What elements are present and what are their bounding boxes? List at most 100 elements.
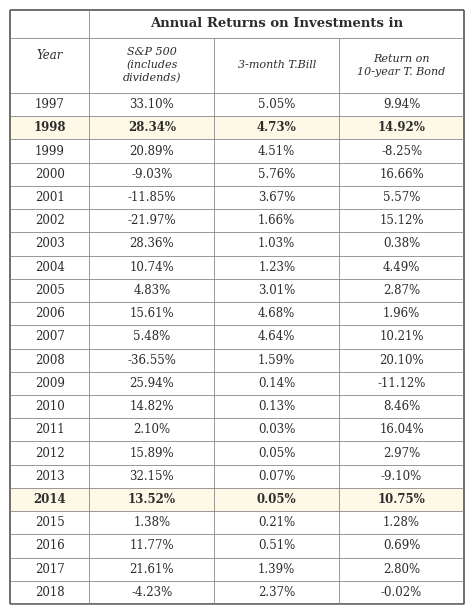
Text: 3.67%: 3.67% xyxy=(258,191,295,204)
Bar xyxy=(90,279,214,302)
Text: -9.10%: -9.10% xyxy=(381,470,422,483)
Bar xyxy=(214,302,339,325)
Text: -8.25%: -8.25% xyxy=(381,144,422,158)
Text: 2017: 2017 xyxy=(35,562,64,576)
Bar xyxy=(339,255,464,279)
Bar xyxy=(214,558,339,581)
Text: 2.10%: 2.10% xyxy=(133,423,171,437)
Text: 0.51%: 0.51% xyxy=(258,540,295,553)
Bar xyxy=(90,255,214,279)
Bar xyxy=(339,371,464,395)
Bar xyxy=(10,371,90,395)
Text: 14.92%: 14.92% xyxy=(378,122,426,134)
Bar xyxy=(214,511,339,534)
Text: 4.68%: 4.68% xyxy=(258,307,295,320)
Bar xyxy=(214,349,339,371)
Bar xyxy=(339,38,464,93)
Text: 1999: 1999 xyxy=(35,144,64,158)
Bar xyxy=(10,302,90,325)
Text: Year: Year xyxy=(36,49,63,62)
Bar xyxy=(339,186,464,209)
Bar xyxy=(339,232,464,255)
Text: 4.49%: 4.49% xyxy=(383,261,420,274)
Text: 5.76%: 5.76% xyxy=(258,168,295,181)
Bar xyxy=(339,488,464,511)
Text: 33.10%: 33.10% xyxy=(129,98,174,111)
Bar xyxy=(10,534,90,558)
Text: -0.02%: -0.02% xyxy=(381,586,422,599)
Bar xyxy=(214,93,339,116)
Bar xyxy=(90,139,214,163)
Bar xyxy=(90,558,214,581)
Text: 0.03%: 0.03% xyxy=(258,423,295,437)
Bar xyxy=(214,139,339,163)
Bar xyxy=(214,581,339,604)
Text: 2010: 2010 xyxy=(35,400,64,413)
Text: 0.14%: 0.14% xyxy=(258,377,295,390)
Text: 0.13%: 0.13% xyxy=(258,400,295,413)
Bar xyxy=(339,139,464,163)
Text: 2006: 2006 xyxy=(35,307,64,320)
Bar xyxy=(339,465,464,488)
Text: 2016: 2016 xyxy=(35,540,64,553)
Text: 2012: 2012 xyxy=(35,446,64,459)
Text: 5.48%: 5.48% xyxy=(133,330,171,343)
Bar xyxy=(214,163,339,186)
Bar xyxy=(90,232,214,255)
Bar xyxy=(339,511,464,534)
Bar xyxy=(90,418,214,441)
Bar xyxy=(10,139,90,163)
Text: 0.69%: 0.69% xyxy=(383,540,420,553)
Text: 2000: 2000 xyxy=(35,168,64,181)
Text: 2.80%: 2.80% xyxy=(383,562,420,576)
Text: -11.85%: -11.85% xyxy=(128,191,176,204)
Bar xyxy=(10,10,90,93)
Text: 4.83%: 4.83% xyxy=(133,284,171,297)
Bar xyxy=(214,232,339,255)
Bar xyxy=(339,163,464,186)
Text: 2008: 2008 xyxy=(35,354,64,367)
Text: 20.89%: 20.89% xyxy=(129,144,174,158)
Bar xyxy=(214,418,339,441)
Bar xyxy=(214,395,339,418)
Bar xyxy=(90,186,214,209)
Text: 1.28%: 1.28% xyxy=(383,516,420,529)
Text: 4.64%: 4.64% xyxy=(258,330,295,343)
Text: 28.34%: 28.34% xyxy=(128,122,176,134)
Bar xyxy=(214,255,339,279)
Bar xyxy=(339,279,464,302)
Text: 2015: 2015 xyxy=(35,516,64,529)
Text: 0.05%: 0.05% xyxy=(257,493,297,506)
Text: 2014: 2014 xyxy=(33,493,66,506)
Bar xyxy=(90,163,214,186)
Text: 1.38%: 1.38% xyxy=(133,516,171,529)
Text: 2005: 2005 xyxy=(35,284,64,297)
Text: 2007: 2007 xyxy=(35,330,64,343)
Bar xyxy=(90,581,214,604)
Text: 1998: 1998 xyxy=(34,122,66,134)
Bar xyxy=(10,163,90,186)
Text: 4.73%: 4.73% xyxy=(257,122,297,134)
Bar xyxy=(339,558,464,581)
Text: 20.10%: 20.10% xyxy=(379,354,424,367)
Bar xyxy=(90,511,214,534)
Text: 10.74%: 10.74% xyxy=(129,261,174,274)
Text: 2004: 2004 xyxy=(35,261,64,274)
Bar xyxy=(214,534,339,558)
Text: 32.15%: 32.15% xyxy=(129,470,174,483)
Text: 0.05%: 0.05% xyxy=(258,446,295,459)
Bar xyxy=(214,325,339,349)
Bar xyxy=(10,488,90,511)
Text: -4.23%: -4.23% xyxy=(131,586,173,599)
Text: 16.04%: 16.04% xyxy=(379,423,424,437)
Text: 1.03%: 1.03% xyxy=(258,238,295,251)
Text: 2.37%: 2.37% xyxy=(258,586,295,599)
Bar xyxy=(10,279,90,302)
Text: 1.59%: 1.59% xyxy=(258,354,295,367)
Bar xyxy=(90,38,214,93)
Text: 21.61%: 21.61% xyxy=(129,562,174,576)
Bar xyxy=(90,209,214,232)
Text: Return on
10-year T. Bond: Return on 10-year T. Bond xyxy=(357,54,446,77)
Bar xyxy=(10,511,90,534)
Bar xyxy=(90,534,214,558)
